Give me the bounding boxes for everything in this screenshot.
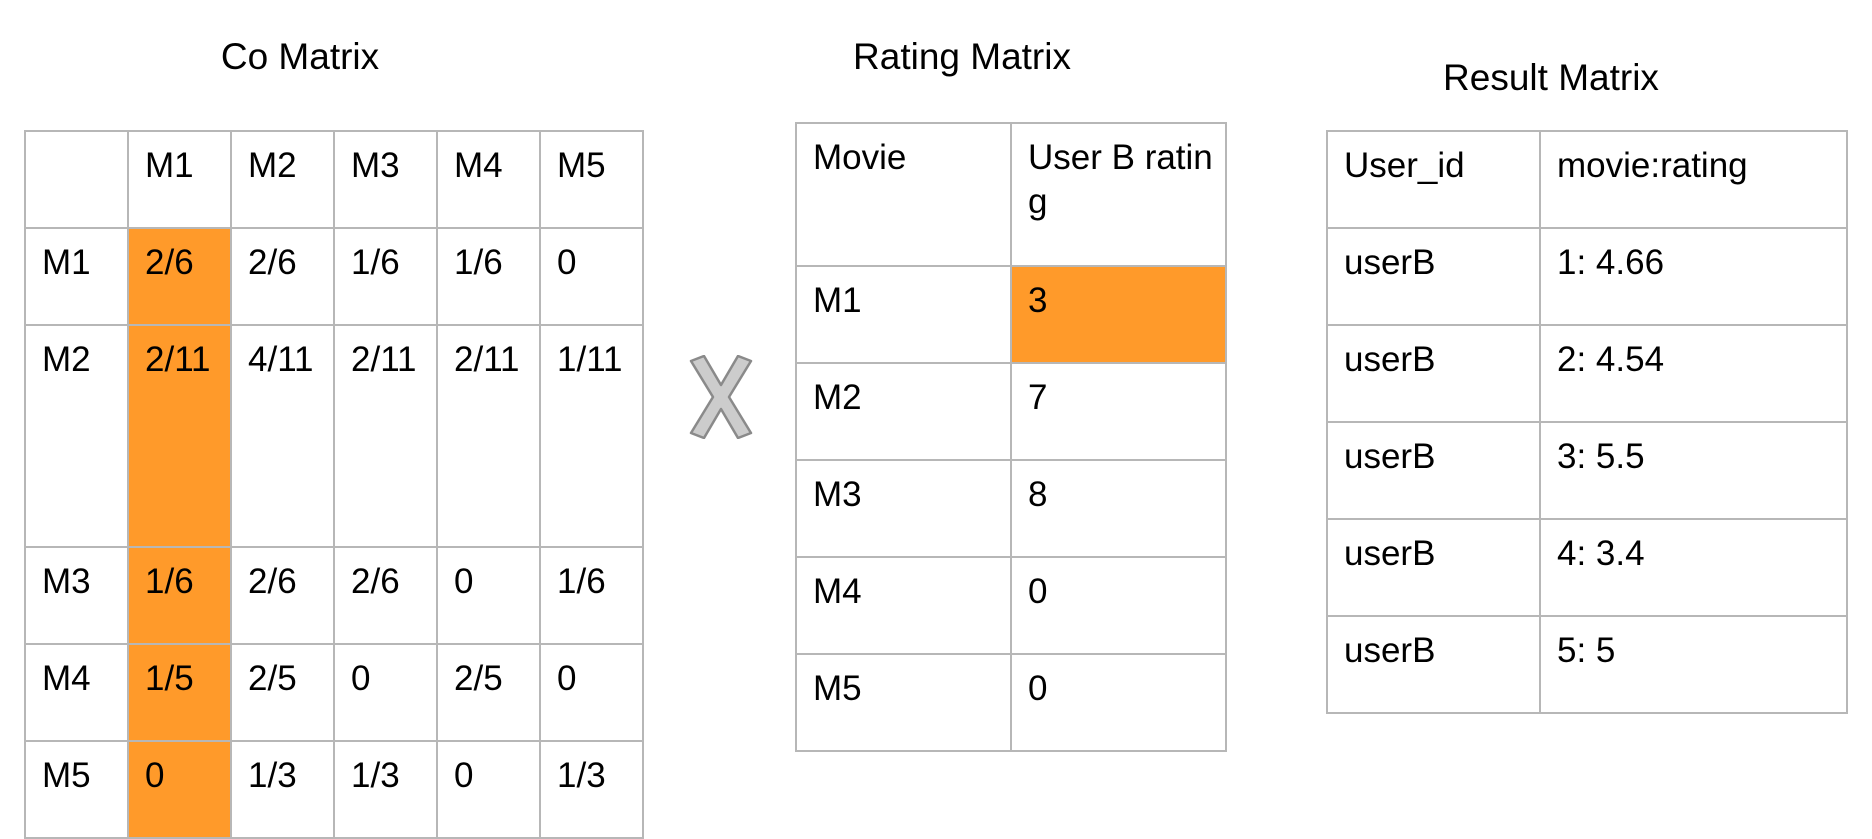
co-matrix-cell: 1/11	[539, 324, 644, 548]
co-matrix-row-header: M3	[24, 546, 129, 645]
co-matrix-cell: 0	[539, 643, 644, 742]
co-matrix-cell: 2/6	[333, 546, 438, 645]
co-matrix-col-header: M4	[436, 130, 541, 229]
co-matrix-cell: 0	[436, 546, 541, 645]
rating-matrix-col-header: Movie	[795, 122, 1012, 267]
co-matrix-cell-highlighted: 1/5	[127, 643, 232, 742]
rating-matrix-table: Movie User B rating M1 3 M2 7 M3 8 M4 0 …	[795, 122, 1227, 752]
rating-matrix-row: M2 7	[795, 362, 1227, 461]
result-matrix-row: userB 1: 4.66	[1326, 227, 1848, 326]
co-matrix-header-row: M1 M2 M3 M4 M5	[24, 130, 644, 229]
rating-matrix-value-cell: 0	[1010, 556, 1227, 655]
co-matrix-cell: 1/3	[230, 740, 335, 839]
rating-matrix-row: M5 0	[795, 653, 1227, 752]
result-matrix-rating-cell: 5: 5	[1539, 615, 1848, 714]
rating-matrix-col-header: User B rating	[1010, 122, 1227, 267]
co-matrix-cell: 1/3	[539, 740, 644, 839]
result-matrix-user-cell: userB	[1326, 324, 1541, 423]
co-matrix-cell: 0	[539, 227, 644, 326]
co-matrix-cell: 2/11	[436, 324, 541, 548]
result-matrix-col-header: User_id	[1326, 130, 1541, 229]
result-matrix-title: Result Matrix	[1443, 57, 1659, 98]
result-matrix-user-cell: userB	[1326, 518, 1541, 617]
rating-matrix-value-cell: 0	[1010, 653, 1227, 752]
rating-matrix-header-row: Movie User B rating	[795, 122, 1227, 267]
co-matrix-cell: 2/6	[230, 546, 335, 645]
co-matrix-cell: 1/6	[436, 227, 541, 326]
co-matrix-cell-highlighted: 2/11	[127, 324, 232, 548]
result-matrix-row: userB 5: 5	[1326, 615, 1848, 714]
result-matrix-user-cell: userB	[1326, 421, 1541, 520]
co-matrix-title: Co Matrix	[220, 36, 380, 77]
co-matrix-row: M1 2/6 2/6 1/6 1/6 0	[24, 227, 644, 326]
result-matrix-table: User_id movie:rating userB 1: 4.66 userB…	[1326, 130, 1848, 714]
co-matrix-cell: 2/5	[230, 643, 335, 742]
co-matrix-col-header: M3	[333, 130, 438, 229]
co-matrix-col-header: M5	[539, 130, 644, 229]
result-matrix-row: userB 2: 4.54	[1326, 324, 1848, 423]
result-matrix-header-row: User_id movie:rating	[1326, 130, 1848, 229]
rating-matrix-movie-cell: M3	[795, 459, 1012, 558]
result-matrix-rating-cell: 4: 3.4	[1539, 518, 1848, 617]
result-matrix-rating-cell: 1: 4.66	[1539, 227, 1848, 326]
multiply-x-icon	[689, 355, 753, 439]
result-matrix-user-cell: userB	[1326, 615, 1541, 714]
rating-matrix-movie-cell: M5	[795, 653, 1012, 752]
co-matrix-row: M2 2/11 4/11 2/11 2/11 1/11	[24, 324, 644, 548]
co-matrix-row: M4 1/5 2/5 0 2/5 0	[24, 643, 644, 742]
rating-matrix-row: M4 0	[795, 556, 1227, 655]
result-matrix-row: userB 4: 3.4	[1326, 518, 1848, 617]
co-matrix-cell-highlighted: 1/6	[127, 546, 232, 645]
result-matrix-row: userB 3: 5.5	[1326, 421, 1848, 520]
co-matrix-row-header: M4	[24, 643, 129, 742]
co-matrix-cell: 1/3	[333, 740, 438, 839]
result-matrix-user-cell: userB	[1326, 227, 1541, 326]
result-matrix-col-header: movie:rating	[1539, 130, 1848, 229]
co-matrix-row-header: M2	[24, 324, 129, 548]
rating-matrix-value-cell-highlighted: 3	[1010, 265, 1227, 364]
result-matrix-rating-cell: 2: 4.54	[1539, 324, 1848, 423]
rating-matrix-value-cell: 7	[1010, 362, 1227, 461]
co-matrix-col-header: M2	[230, 130, 335, 229]
co-matrix-row: M5 0 1/3 1/3 0 1/3	[24, 740, 644, 839]
co-matrix-cell: 2/6	[230, 227, 335, 326]
co-matrix-row: M3 1/6 2/6 2/6 0 1/6	[24, 546, 644, 645]
rating-matrix-movie-cell: M4	[795, 556, 1012, 655]
result-matrix-rating-cell: 3: 5.5	[1539, 421, 1848, 520]
rating-matrix-movie-cell: M1	[795, 265, 1012, 364]
rating-matrix-movie-cell: M2	[795, 362, 1012, 461]
rating-matrix-row: M1 3	[795, 265, 1227, 364]
co-matrix-cell: 0	[436, 740, 541, 839]
co-matrix-cell: 4/11	[230, 324, 335, 548]
co-matrix-cell: 0	[333, 643, 438, 742]
co-matrix-corner-cell	[24, 130, 129, 229]
rating-matrix-title: Rating Matrix	[853, 36, 1071, 77]
co-matrix-col-header: M1	[127, 130, 232, 229]
co-matrix-cell: 2/5	[436, 643, 541, 742]
co-matrix-cell-highlighted: 2/6	[127, 227, 232, 326]
co-matrix-row-header: M5	[24, 740, 129, 839]
co-matrix-cell: 2/11	[333, 324, 438, 548]
co-matrix-row-header: M1	[24, 227, 129, 326]
co-matrix-cell: 1/6	[539, 546, 644, 645]
rating-matrix-row: M3 8	[795, 459, 1227, 558]
rating-matrix-value-cell: 8	[1010, 459, 1227, 558]
co-matrix-table: M1 M2 M3 M4 M5 M1 2/6 2/6 1/6 1/6 0 M2 2…	[24, 130, 644, 839]
co-matrix-cell: 1/6	[333, 227, 438, 326]
co-matrix-cell-highlighted: 0	[127, 740, 232, 839]
